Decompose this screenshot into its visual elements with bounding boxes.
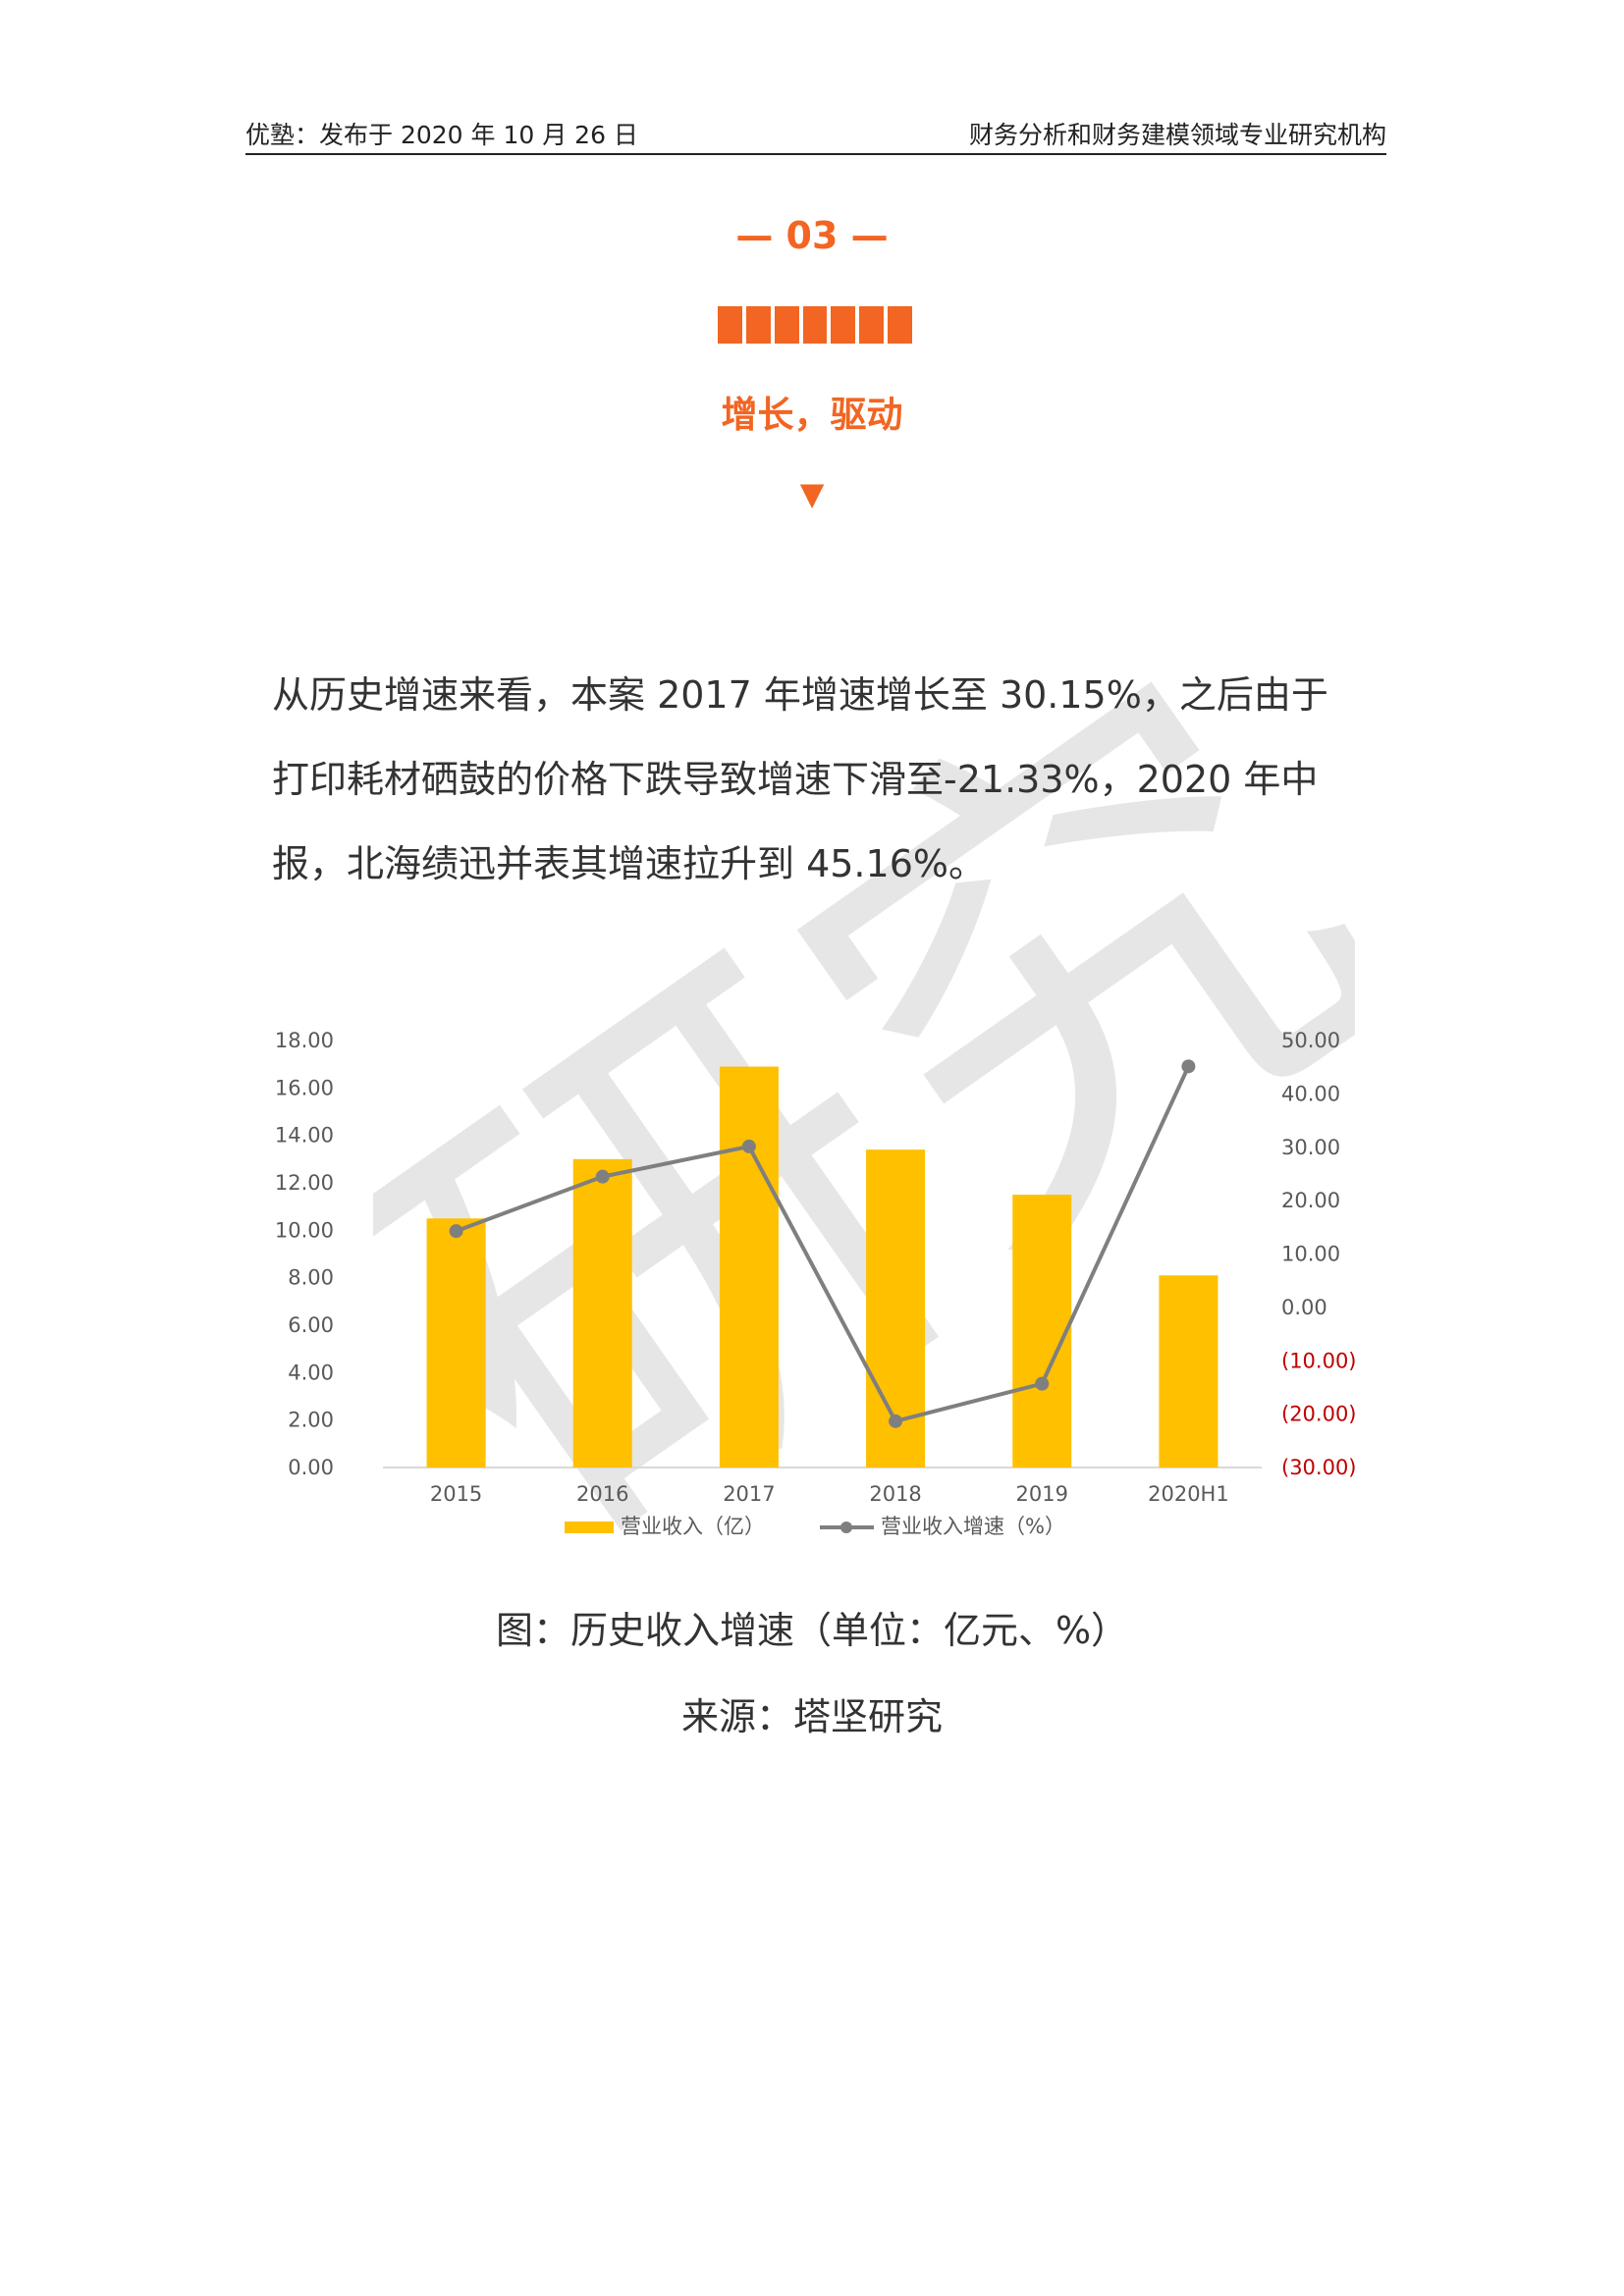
figure-caption: 图：历史收入增速（单位：亿元、%） — [495, 1609, 1129, 1652]
x-tick-label: 2018 — [869, 1482, 921, 1506]
legend-bar-label: 营业收入（亿） — [621, 1515, 765, 1538]
y-tick-label: 4.00 — [288, 1361, 334, 1384]
section-number: — 03 — — [735, 214, 889, 257]
section-title: 增长，驱动 — [721, 394, 903, 436]
legend-bar-swatch — [565, 1522, 614, 1533]
y-tick-label: 16.00 — [275, 1076, 334, 1099]
org-tagline: 财务分析和财务建模领域专业研究机构 — [968, 121, 1386, 149]
growth-point — [1181, 1059, 1196, 1074]
growth-line — [455, 1065, 1191, 1424]
y-tick-label: 0.00 — [288, 1456, 334, 1479]
y-tick-label: 8.00 — [288, 1266, 334, 1290]
growth-point — [741, 1139, 756, 1153]
bar — [1012, 1195, 1072, 1468]
y-tick-label: 2.00 — [288, 1409, 334, 1432]
y-tick-label: 14.00 — [275, 1124, 334, 1148]
y2-tick-label: 50.00 — [1281, 1029, 1340, 1052]
x-tick-label: 2016 — [576, 1482, 628, 1506]
y2-tick-label: 30.00 — [1281, 1136, 1340, 1159]
bar — [426, 1218, 486, 1468]
y-tick-label: 18.00 — [275, 1029, 334, 1052]
y2-tick-label: (30.00) — [1281, 1456, 1357, 1479]
section-bar — [718, 306, 913, 344]
x-tick-label: 2019 — [1016, 1482, 1068, 1506]
x-tick-label: 2015 — [430, 1482, 482, 1506]
growth-point — [1035, 1376, 1050, 1391]
y-tick-label: 10.00 — [275, 1218, 334, 1242]
figure-source: 来源：塔坚研究 — [680, 1695, 943, 1738]
y2-tick-label: (10.00) — [1281, 1349, 1357, 1372]
y-tick-label: 6.00 — [288, 1313, 334, 1337]
revenue-growth-chart: 0.00 2.00 4.00 6.00 8.00 10.00 12.00 14.00 16.00… — [275, 1029, 1357, 1538]
y2-tick-label: 20.00 — [1281, 1189, 1340, 1212]
y2-tick-label: 40.00 — [1281, 1082, 1340, 1105]
y2-tick-label: 0.00 — [1281, 1296, 1327, 1319]
y2-tick-label: 10.00 — [1281, 1243, 1340, 1266]
y-tick-label: 12.00 — [275, 1171, 334, 1195]
page-header: 优塾：发布于 2020 年 10 月 26 日 财务分析和财务建模领域专业研究机… — [245, 116, 1386, 155]
y2-tick-label: (20.00) — [1281, 1403, 1357, 1426]
publish-date: 优塾：发布于 2020 年 10 月 26 日 — [245, 121, 638, 149]
growth-point — [595, 1169, 610, 1184]
bar — [719, 1066, 779, 1468]
body-paragraph: 从历史增速来看，本案 2017 年增速增长至 30.15%，之后由于打印耗材硒鼓… — [272, 673, 1328, 885]
legend-line-label: 营业收入增速（%） — [881, 1515, 1065, 1538]
down-arrow-icon: ▼ — [799, 475, 825, 512]
growth-point — [889, 1414, 903, 1428]
x-tick-label: 2017 — [723, 1482, 775, 1506]
legend-line-marker — [840, 1522, 852, 1533]
growth-point — [449, 1224, 463, 1239]
bar — [1159, 1275, 1218, 1468]
bar — [572, 1158, 632, 1468]
x-tick-label: 2020H1 — [1148, 1482, 1229, 1506]
